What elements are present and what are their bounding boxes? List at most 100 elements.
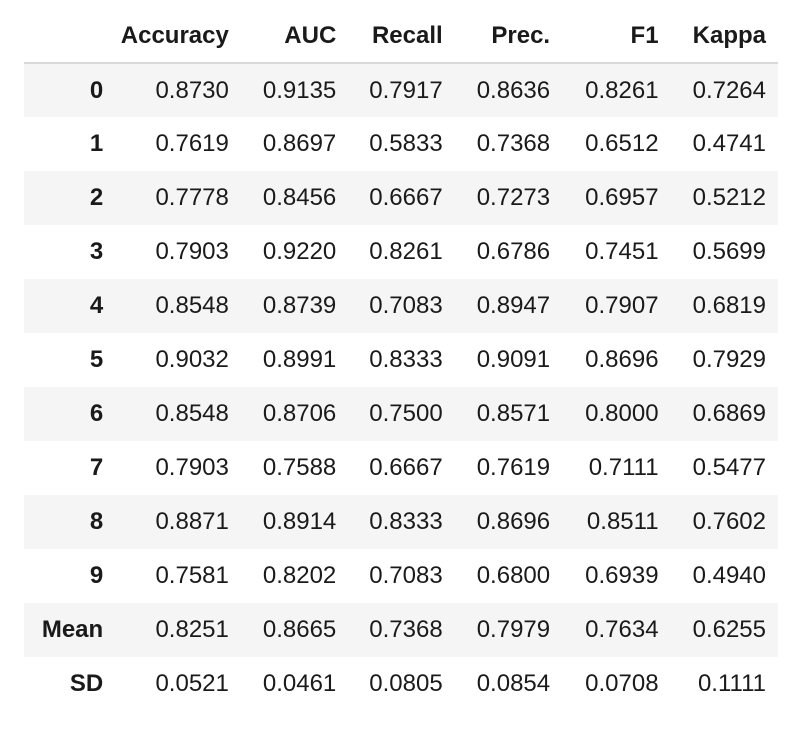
metric-value-cell: 0.8333 — [369, 508, 443, 535]
metric-value-cell: 0.7634 — [585, 616, 659, 643]
metric-value-cell: 0.0521 — [155, 670, 229, 697]
metric-value-cell: 0.0708 — [585, 670, 659, 697]
metric-value-cell: 0.5477 — [692, 454, 766, 481]
metric-value-cell: 0.6512 — [585, 130, 659, 157]
metric-value-cell: 0.7368 — [476, 130, 551, 157]
metric-value-cell: 0.8548 — [155, 292, 229, 319]
row-index-label: 6 — [89, 400, 104, 427]
metric-value-cell: 0.5699 — [692, 238, 766, 265]
table-row: 4 0.8548 0.8739 0.7083 0.8947 0.7907 0.6819 — [24, 279, 778, 333]
table-row: 2 0.7778 0.8456 0.6667 0.7273 0.6957 0.5212 — [24, 171, 778, 225]
metric-value-cell: 0.7979 — [476, 616, 551, 643]
metric-value-cell: 0.6667 — [369, 454, 443, 481]
metric-value-cell: 0.7083 — [369, 562, 443, 589]
metric-value-cell: 0.8261 — [369, 238, 443, 265]
table-row: 0 0.8730 0.9135 0.7917 0.8636 0.8261 0.7264 — [24, 63, 778, 117]
header-index-cell — [24, 10, 116, 64]
metric-value-cell: 0.6667 — [369, 184, 443, 211]
metric-value-cell: 0.8000 — [585, 400, 659, 427]
row-index-label: 4 — [89, 292, 104, 319]
header-precision: Prec. — [454, 10, 563, 64]
header-kappa: Kappa — [670, 10, 778, 64]
metric-value-cell: 0.5212 — [692, 184, 766, 211]
metric-value-cell: 0.9220 — [262, 238, 337, 265]
metric-value-cell: 0.7500 — [369, 400, 443, 427]
metric-value-cell: 0.9032 — [155, 346, 229, 373]
table-row: SD 0.0521 0.0461 0.0805 0.0854 0.0708 0.1111 — [24, 657, 778, 711]
table-body: 0 0.8730 0.9135 0.7917 0.8636 0.8261 0.7264 1 0.… — [24, 63, 778, 711]
metric-value-cell: 0.8871 — [155, 508, 229, 535]
table-row: 1 0.7619 0.8697 0.5833 0.7368 0.6512 0.4741 — [24, 117, 778, 171]
metric-value-cell: 0.4741 — [692, 130, 766, 157]
table-row: 3 0.7903 0.9220 0.8261 0.6786 0.7451 0.5699 — [24, 225, 778, 279]
metric-value-cell: 0.7778 — [155, 184, 229, 211]
metric-value-cell: 0.5833 — [369, 130, 443, 157]
metric-value-cell: 0.8202 — [262, 562, 337, 589]
table-row: 6 0.8548 0.8706 0.7500 0.8571 0.8000 0.6869 — [24, 387, 778, 441]
metric-value-cell: 0.7903 — [155, 454, 229, 481]
row-index-label: 7 — [89, 454, 104, 481]
metric-value-cell: 0.8636 — [476, 76, 551, 104]
metric-value-cell: 0.7619 — [476, 454, 551, 481]
row-index-label: Mean — [41, 616, 104, 643]
table-header: Accuracy AUC Recall Prec. F1 Kappa — [24, 10, 778, 64]
metric-value-cell: 0.7588 — [262, 454, 337, 481]
results-table-container: Accuracy AUC Recall Prec. F1 Kappa 0 0.87… — [24, 10, 778, 711]
table-row: 9 0.7581 0.8202 0.7083 0.6800 0.6939 0.4940 — [24, 549, 778, 603]
metric-value-cell: 0.8696 — [476, 508, 551, 535]
results-table: Accuracy AUC Recall Prec. F1 Kappa 0 0.87… — [24, 10, 778, 711]
table-row: 8 0.8871 0.8914 0.8333 0.8696 0.8511 0.7602 — [24, 495, 778, 549]
row-index-label: 2 — [89, 184, 104, 211]
metric-value-cell: 0.4940 — [692, 562, 766, 589]
metric-value-cell: 0.8665 — [262, 616, 337, 643]
metric-value-cell: 0.7619 — [155, 130, 229, 157]
metric-value-cell: 0.8947 — [476, 292, 551, 319]
metric-value-cell: 0.7907 — [585, 292, 659, 319]
metric-value-cell: 0.1111 — [697, 670, 766, 697]
metric-value-cell: 0.0461 — [262, 670, 337, 697]
metric-value-cell: 0.7083 — [369, 292, 443, 319]
metric-value-cell: 0.7903 — [155, 238, 229, 265]
metric-value-cell: 0.9091 — [476, 346, 551, 373]
row-index-label: 8 — [89, 508, 104, 535]
metric-value-cell: 0.6939 — [585, 562, 659, 589]
metric-value-cell: 0.8706 — [262, 400, 337, 427]
metric-value-cell: 0.7273 — [476, 184, 551, 211]
metric-value-cell: 0.8511 — [586, 508, 659, 535]
metric-value-cell: 0.8991 — [262, 346, 337, 373]
metric-value-cell: 0.6957 — [585, 184, 659, 211]
metric-value-cell: 0.9135 — [262, 76, 337, 104]
metric-value-cell: 0.7264 — [692, 76, 766, 104]
header-auc: AUC — [240, 10, 349, 64]
row-index-label: 5 — [89, 346, 104, 373]
metric-value-cell: 0.8261 — [585, 76, 659, 104]
row-index-label: 9 — [89, 562, 104, 589]
metric-value-cell: 0.6255 — [692, 616, 766, 643]
metric-value-cell: 0.7451 — [585, 238, 659, 265]
metric-value-cell: 0.7581 — [155, 562, 229, 589]
metric-value-cell: 0.8739 — [262, 292, 337, 319]
row-index-label: SD — [69, 670, 104, 697]
metric-value-cell: 0.8914 — [262, 508, 337, 535]
metric-value-cell: 0.8548 — [155, 400, 229, 427]
metric-value-cell: 0.6786 — [476, 238, 551, 265]
metric-value-cell: 0.6819 — [692, 292, 766, 319]
row-index-label: 1 — [89, 130, 104, 157]
metric-value-cell: 0.7111 — [588, 454, 659, 481]
header-f1: F1 — [562, 10, 671, 64]
metric-value-cell: 0.8696 — [585, 346, 659, 373]
metric-value-cell: 0.6869 — [692, 400, 766, 427]
metric-value-cell: 0.0854 — [476, 670, 551, 697]
metric-value-cell: 0.7929 — [692, 346, 766, 373]
row-index-label: 0 — [89, 76, 104, 104]
metric-value-cell: 0.8333 — [369, 346, 443, 373]
metric-value-cell: 0.0805 — [369, 670, 443, 697]
metric-value-cell: 0.7368 — [369, 616, 443, 643]
table-row: 7 0.7903 0.7588 0.6667 0.7619 0.7111 0.5477 — [24, 441, 778, 495]
metric-value-cell: 0.8251 — [155, 616, 229, 643]
header-accuracy: Accuracy — [115, 10, 241, 64]
table-row: 5 0.9032 0.8991 0.8333 0.9091 0.8696 0.7929 — [24, 333, 778, 387]
metric-value-cell: 0.7917 — [369, 76, 443, 104]
metric-value-cell: 0.8697 — [262, 130, 337, 157]
row-index-label: 3 — [89, 238, 104, 265]
